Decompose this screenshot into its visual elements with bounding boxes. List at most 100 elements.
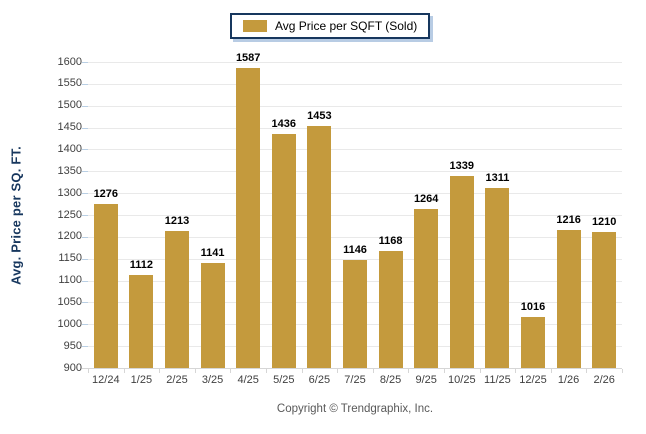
gridline	[88, 236, 622, 238]
y-axis-tick	[82, 280, 88, 282]
y-axis-tick	[82, 105, 88, 107]
legend-swatch-sold	[243, 20, 267, 32]
gridline	[88, 171, 622, 173]
x-axis-tick	[586, 369, 588, 373]
y-axis-tick	[82, 346, 88, 348]
y-tick-label: 1550	[57, 77, 82, 90]
x-tick-label: 1/25	[130, 374, 153, 386]
bar-8/25	[378, 250, 403, 368]
chart-legend: Avg Price per SQFT (Sold)	[230, 13, 431, 39]
bar-2/26	[592, 232, 617, 368]
y-axis-tick	[82, 302, 88, 304]
x-axis-tick	[444, 369, 445, 373]
bar-value-label: 1210	[591, 216, 617, 229]
x-axis-tick	[301, 369, 303, 373]
bar-2/25	[165, 231, 189, 368]
y-axis-tick	[82, 215, 88, 216]
bar-4/25	[236, 67, 261, 368]
y-tick-label: 1200	[57, 230, 82, 243]
x-tick-label: 2/26	[593, 374, 615, 386]
bar-6/25	[307, 126, 332, 368]
bar-value-label: 1016	[520, 301, 546, 314]
x-tick-label: 7/25	[344, 374, 366, 386]
gridline	[88, 258, 622, 260]
bar-value-label: 1264	[413, 192, 439, 205]
x-axis-tick	[550, 369, 552, 373]
y-axis-tick	[82, 193, 88, 195]
x-tick-label: 6/25	[308, 374, 331, 386]
y-axis-tick	[82, 236, 88, 238]
bar-10/25	[449, 176, 474, 368]
y-tick-label: 1450	[57, 121, 82, 134]
gridline	[88, 83, 622, 85]
bar-7/25	[343, 260, 367, 368]
x-tick-label: 11/25	[484, 374, 511, 386]
y-axis-tick	[82, 62, 88, 63]
x-tick-label: 4/25	[237, 374, 259, 386]
gridline	[88, 215, 622, 216]
x-axis-tick	[408, 369, 410, 373]
bar-9/25	[414, 208, 439, 368]
x-tick-label: 3/25	[201, 374, 224, 386]
y-tick-label: 900	[63, 361, 82, 374]
bar-value-label: 1112	[129, 259, 154, 272]
y-tick-label: 1350	[57, 164, 82, 177]
bar-12/24	[93, 203, 118, 368]
bar-value-label: 1141	[200, 246, 225, 259]
bar-value-label: 1168	[378, 234, 403, 247]
bar-value-label: 1436	[271, 117, 297, 130]
bar-value-label: 1453	[307, 110, 332, 123]
y-tick-label: 1500	[57, 99, 82, 112]
y-axis-tick	[82, 127, 88, 129]
bar-value-label: 1339	[449, 160, 475, 173]
x-axis-tick	[123, 369, 125, 373]
y-tick-label: 1400	[57, 142, 82, 155]
y-tick-label: 1000	[57, 317, 82, 330]
x-axis-tick	[622, 369, 623, 373]
x-axis-tick	[515, 369, 517, 373]
x-tick-label: 8/25	[379, 374, 402, 386]
y-tick-label: 1250	[57, 208, 82, 221]
y-tick-label: 1150	[58, 252, 82, 265]
bar-value-label: 1276	[93, 187, 119, 200]
bar-value-label: 1311	[485, 172, 510, 185]
y-tick-label: 1600	[57, 55, 82, 68]
x-axis-tick	[88, 369, 89, 373]
gridline	[88, 149, 622, 151]
y-axis-tick	[82, 171, 88, 173]
bar-1/25	[129, 275, 154, 368]
x-tick-label: 1/26	[557, 374, 580, 386]
bar-5/25	[271, 133, 296, 368]
bar-11/25	[485, 188, 510, 368]
y-tick-label: 950	[63, 339, 82, 352]
x-tick-label: 12/25	[519, 374, 547, 386]
plot-area: 1276 1112 1213 1141 1587 1436 1453 1146 1168 1264…	[82, 52, 623, 373]
y-axis-title: Avg. Price per SQ. FT.	[8, 146, 24, 286]
gridline	[88, 193, 622, 195]
x-axis-tick	[337, 369, 339, 373]
x-tick-label: 2/25	[166, 374, 188, 386]
x-axis-tick	[230, 369, 232, 373]
x-axis-tick	[159, 369, 161, 373]
y-axis-tick	[82, 149, 88, 151]
y-axis-tick	[82, 324, 88, 326]
y-tick-label: 1050	[57, 295, 82, 308]
x-axis-tick	[194, 369, 196, 373]
y-tick-label: 1300	[57, 186, 82, 199]
y-tick-label: 1100	[58, 274, 82, 287]
x-axis-line	[82, 368, 622, 369]
x-axis-tick	[372, 369, 374, 373]
x-tick-label: 12/24	[92, 374, 120, 386]
bar-1/26	[556, 229, 581, 368]
gridline	[88, 62, 622, 63]
x-axis-tick	[266, 369, 267, 373]
bar-3/25	[200, 262, 225, 368]
x-tick-label: 5/25	[273, 374, 295, 386]
gridline	[88, 105, 622, 107]
x-tick-label: 10/25	[448, 374, 476, 386]
y-axis-tick	[82, 258, 88, 260]
x-tick-label: 9/25	[415, 374, 437, 386]
gridline	[88, 127, 622, 129]
bar-12/25	[521, 317, 545, 368]
